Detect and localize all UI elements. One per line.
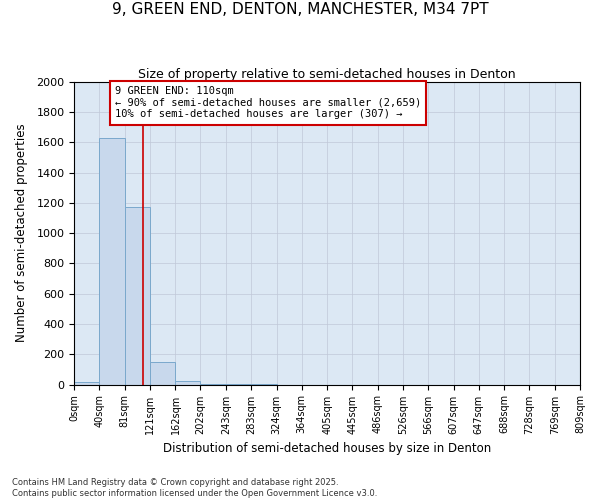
Bar (74, 382, 99, 384)
Text: Contains HM Land Registry data © Crown copyright and database right 2025.
Contai: Contains HM Land Registry data © Crown c… (12, 478, 377, 498)
Bar (150, 362, 175, 384)
Bar (175, 381, 200, 384)
Title: Size of property relative to semi-detached houses in Denton: Size of property relative to semi-detach… (138, 68, 516, 80)
Text: 9 GREEN END: 110sqm
← 90% of semi-detached houses are smaller (2,659)
10% of sem: 9 GREEN END: 110sqm ← 90% of semi-detach… (115, 86, 421, 120)
Text: 9, GREEN END, DENTON, MANCHESTER, M34 7PT: 9, GREEN END, DENTON, MANCHESTER, M34 7P… (112, 2, 488, 18)
Y-axis label: Number of semi-detached properties: Number of semi-detached properties (15, 124, 28, 342)
X-axis label: Distribution of semi-detached houses by size in Denton: Distribution of semi-detached houses by … (163, 442, 491, 455)
Bar (125, 206, 150, 384)
Bar (99, 138, 125, 384)
